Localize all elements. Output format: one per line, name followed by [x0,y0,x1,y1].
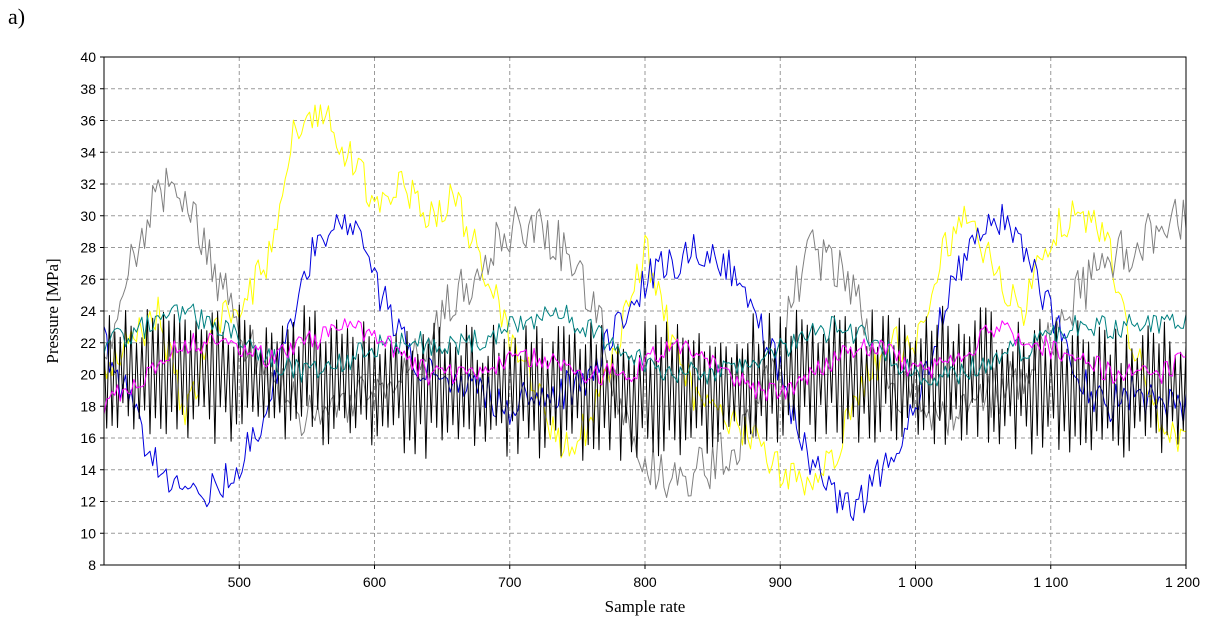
y-tick-label: 36 [80,113,96,129]
x-tick-label: 800 [633,574,657,590]
x-axis-label: Sample rate [605,597,686,616]
series-line-3 [103,203,1187,521]
x-tick-label: 1 000 [898,574,933,590]
y-axis-label: Pressure [MPa] [43,258,62,363]
y-tick-label: 18 [80,398,96,414]
y-tick-label: 34 [80,144,96,160]
y-tick-label: 28 [80,240,96,256]
series-line-4 [103,304,1187,461]
y-tick-label: 8 [88,557,96,573]
series-line-6 [103,318,1187,415]
y-tick-label: 10 [80,525,96,541]
x-tick-label: 700 [498,574,522,590]
series-lines [103,104,1187,521]
x-tick-label: 600 [363,574,387,590]
y-tick-label: 32 [80,176,96,192]
series-line-5 [103,303,1187,387]
y-tick-label: 40 [80,49,96,65]
y-tick-label: 30 [80,208,96,224]
y-tick-label: 20 [80,367,96,383]
y-tick-label: 26 [80,271,96,287]
y-tick-label: 12 [80,494,96,510]
y-tick-label: 22 [80,335,96,351]
panel-label: a) [8,4,26,29]
series-line-1 [103,104,1187,496]
x-tick-label: 1 100 [1033,574,1068,590]
y-tick-label: 14 [80,462,96,478]
y-tick-label: 38 [80,81,96,97]
y-tick-label: 24 [80,303,96,319]
x-tick-label: 500 [228,574,252,590]
y-tick-label: 16 [80,430,96,446]
tick-labels: 8 10 12 14 16 18 20 22 24 26 28 30 32 34 36 38 40 500 600 7… [80,49,1200,590]
x-tick-label: 900 [769,574,793,590]
x-tick-label: 1 200 [1165,574,1200,590]
